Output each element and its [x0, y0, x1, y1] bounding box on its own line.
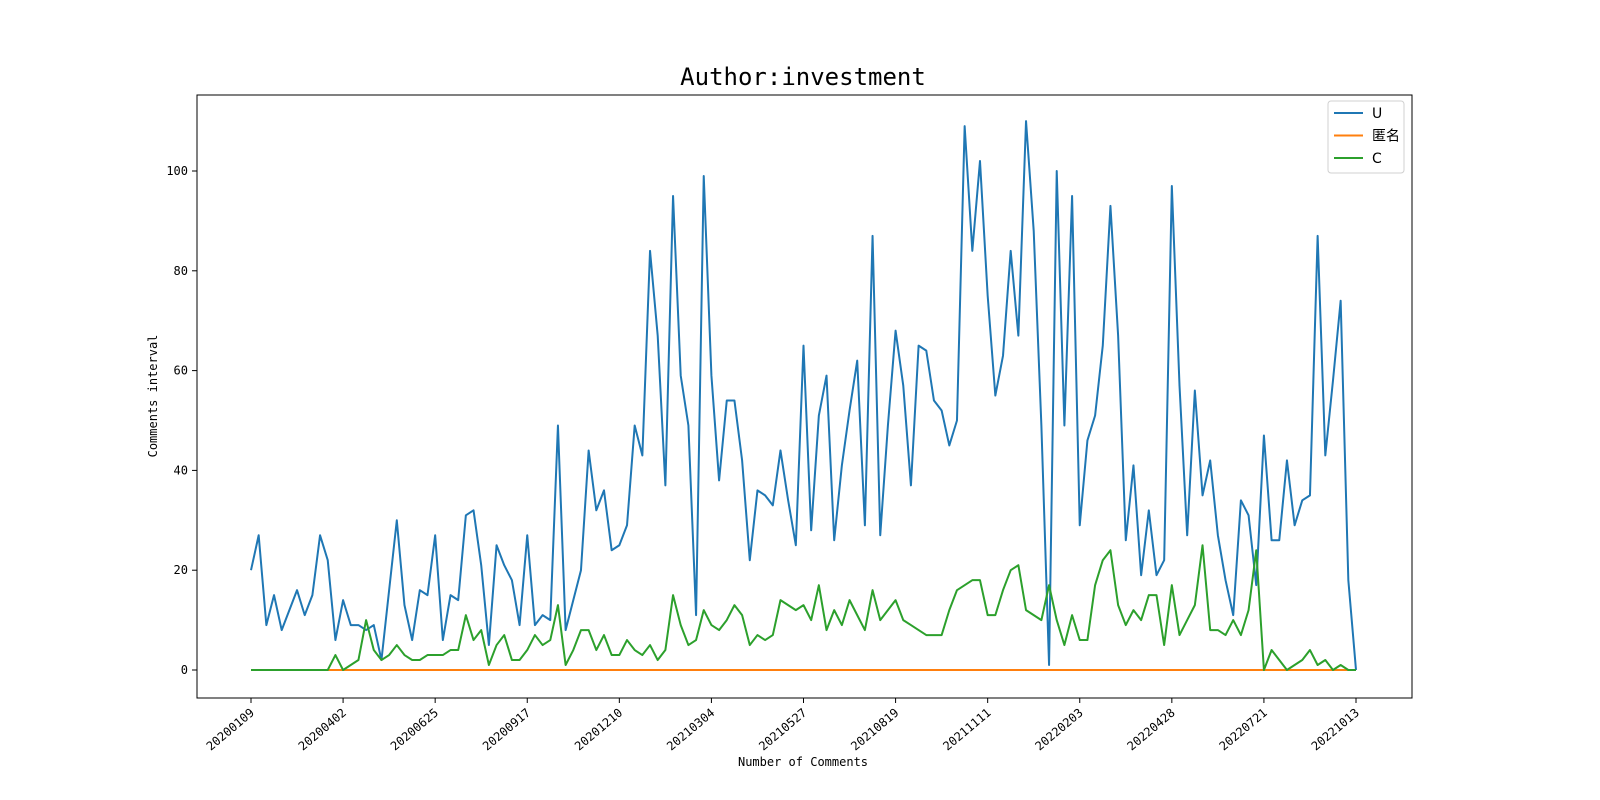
legend-label: U: [1372, 106, 1382, 122]
x-axis: 20200109 20200402 20200625 20200917 20201210…: [204, 698, 1362, 753]
legend: U 匿名 C: [1327, 100, 1405, 174]
y-tick-label: 20: [174, 563, 188, 577]
plot-frame: [196, 94, 1413, 699]
x-tick-label: 20200625: [388, 706, 441, 754]
y-tick-label: 100: [166, 164, 188, 178]
x-tick-label: 20220428: [1124, 706, 1177, 754]
y-tick-label: 40: [174, 463, 188, 477]
x-tick-label: 20200402: [296, 706, 349, 754]
chart-title: Author:investment: [680, 63, 926, 91]
y-tick-label: 80: [174, 264, 188, 278]
x-tick-label: 20211111: [940, 706, 993, 754]
legend-frame: [1327, 100, 1405, 174]
x-tick-label: 20201210: [572, 706, 625, 754]
x-tick-label: 20220203: [1032, 706, 1085, 754]
legend-label: C: [1372, 151, 1382, 167]
y-tick-label: 60: [174, 364, 188, 378]
x-tick-label: 20210527: [756, 706, 809, 754]
x-tick-label: 20221013: [1309, 706, 1362, 754]
x-tick-label: 20210819: [848, 706, 901, 754]
series-line-0: [250, 120, 1357, 671]
x-tick-label: 20200109: [204, 706, 257, 754]
y-axis: 0 20 40 60 80 100: [166, 164, 197, 677]
legend-label: 匿名: [1372, 129, 1400, 145]
series-lines: [250, 120, 1357, 671]
x-axis-title: Number of Comments: [738, 755, 868, 769]
y-axis-title: Comments interval: [146, 335, 160, 458]
x-tick-label: 20200917: [480, 706, 533, 754]
x-tick-label: 20220721: [1217, 706, 1270, 754]
x-tick-label: 20210304: [664, 706, 717, 754]
series-line-2: [251, 544, 1356, 671]
y-tick-label: 0: [181, 663, 188, 677]
